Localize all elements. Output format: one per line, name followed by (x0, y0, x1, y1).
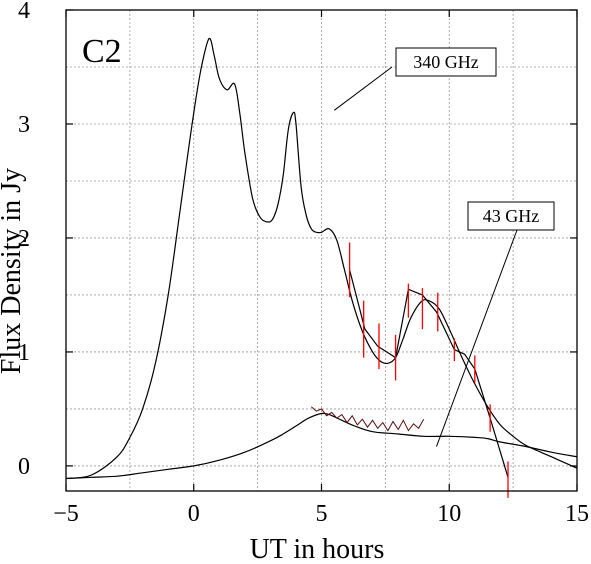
x-tick-label: 10 (437, 501, 461, 527)
annotation-box (395, 47, 497, 77)
grid-lines (66, 10, 577, 491)
x-axis-label: UT in hours (250, 534, 385, 564)
annotation-box (467, 201, 555, 231)
panel-label: C2 (82, 33, 122, 70)
series-43ghz-measurements (310, 406, 425, 432)
annotation-label: 340 GHz (413, 52, 479, 72)
y-tick-label: 3 (18, 112, 30, 138)
series-340ghz-data-segments (349, 269, 509, 478)
annotation-pointer (436, 229, 518, 447)
series-340ghz-model-curve (65, 37, 578, 480)
axis-ticks: −5 0 5 10 15 0 1 2 3 4 (18, 0, 589, 527)
x-tick-label: −5 (53, 501, 79, 527)
y-axis-label: Flux Density in Jy (0, 168, 27, 374)
error-bar-layer (348, 242, 509, 498)
annotations: 340 GHz 43 GHz (333, 47, 555, 447)
x-tick-label: 0 (188, 501, 200, 527)
annotation-pointer (333, 66, 393, 111)
y-tick-label: 1 (18, 340, 30, 366)
x-tick-label: 15 (565, 501, 589, 527)
y-tick-label: 2 (18, 226, 30, 252)
annotation-label: 43 GHz (483, 206, 540, 226)
y-tick-label: 4 (18, 0, 30, 24)
series-layer (65, 37, 578, 480)
y-tick-label: 0 (18, 454, 30, 480)
x-tick-label: 5 (316, 501, 328, 527)
